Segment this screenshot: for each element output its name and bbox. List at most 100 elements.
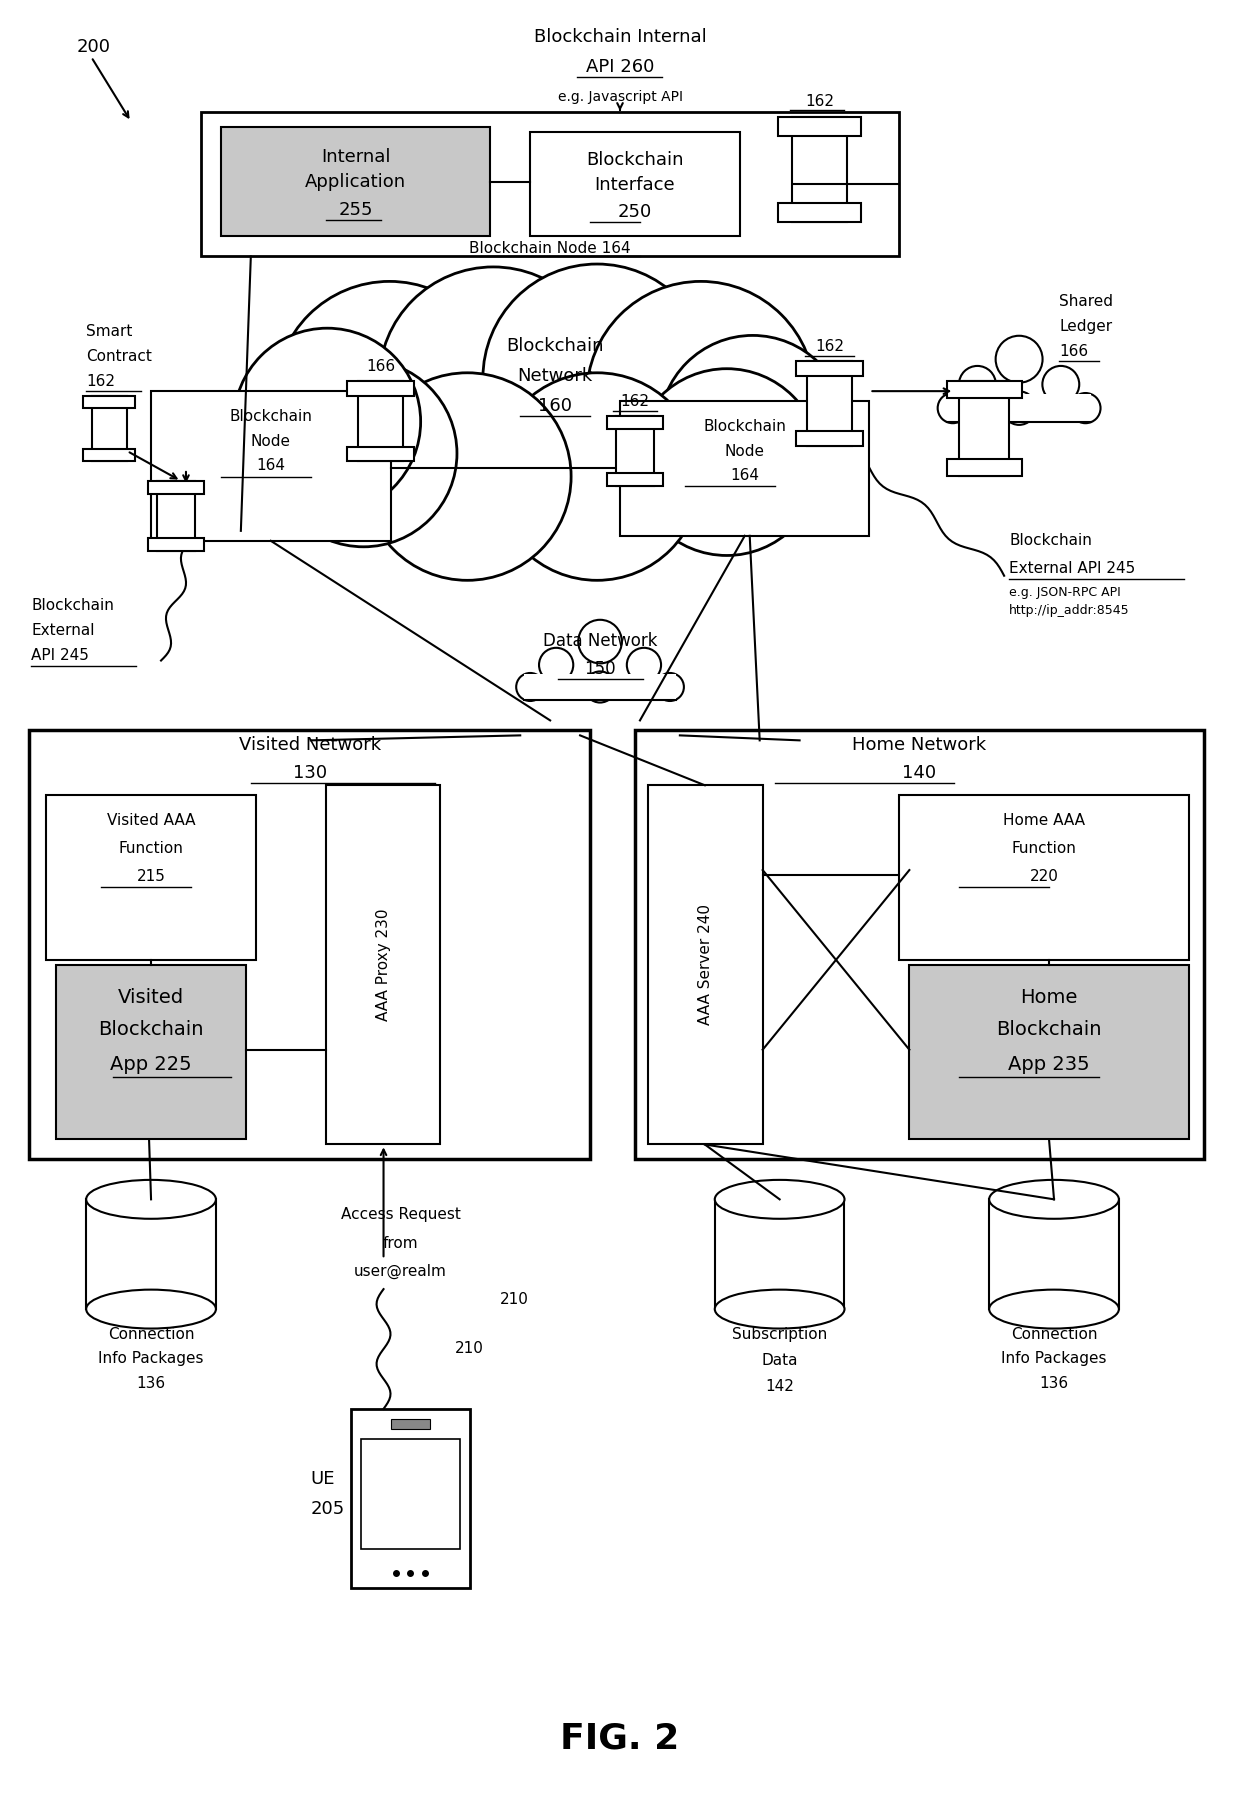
Bar xyxy=(909,965,1189,1140)
Ellipse shape xyxy=(87,1180,216,1220)
Bar xyxy=(326,785,440,1144)
Bar xyxy=(201,112,899,256)
Text: 205: 205 xyxy=(311,1499,345,1517)
Text: 255: 255 xyxy=(339,200,373,218)
Text: Function: Function xyxy=(119,841,184,855)
Text: from: from xyxy=(383,1236,418,1250)
Circle shape xyxy=(634,368,820,556)
Bar xyxy=(151,391,391,541)
Text: UE: UE xyxy=(311,1470,335,1488)
Bar xyxy=(157,482,195,550)
Bar xyxy=(796,361,863,377)
Circle shape xyxy=(234,328,420,514)
Text: Node: Node xyxy=(250,433,291,449)
Text: Network: Network xyxy=(517,368,593,386)
Bar xyxy=(947,458,1022,476)
Text: Blockchain: Blockchain xyxy=(1009,534,1092,548)
Ellipse shape xyxy=(87,1290,216,1328)
Bar xyxy=(960,381,1009,476)
Bar xyxy=(779,117,861,135)
Circle shape xyxy=(516,673,544,702)
Text: Internal: Internal xyxy=(321,148,391,166)
Bar xyxy=(87,1200,216,1310)
Text: Blockchain: Blockchain xyxy=(229,408,312,424)
Text: Blockchain: Blockchain xyxy=(996,1021,1102,1039)
Text: 164: 164 xyxy=(257,458,285,473)
Text: Application: Application xyxy=(305,173,407,191)
Bar xyxy=(30,731,590,1160)
Text: FIG. 2: FIG. 2 xyxy=(560,1721,680,1755)
Bar xyxy=(87,1178,216,1194)
Circle shape xyxy=(1002,391,1035,426)
Circle shape xyxy=(656,673,684,702)
Text: 166: 166 xyxy=(1059,345,1089,359)
Text: 162: 162 xyxy=(805,94,835,110)
Ellipse shape xyxy=(990,1290,1118,1328)
Text: Blockchain Node 164: Blockchain Node 164 xyxy=(470,242,631,256)
Text: Visited AAA: Visited AAA xyxy=(107,812,196,828)
Text: Blockchain: Blockchain xyxy=(587,152,683,168)
Bar xyxy=(148,482,205,494)
Bar xyxy=(616,417,653,485)
Text: Home Network: Home Network xyxy=(852,736,986,754)
Ellipse shape xyxy=(714,1290,844,1328)
Text: e.g. JSON-RPC API: e.g. JSON-RPC API xyxy=(1009,586,1121,599)
Bar xyxy=(714,1178,844,1194)
Circle shape xyxy=(539,648,573,682)
Text: Subscription: Subscription xyxy=(732,1326,827,1342)
Bar xyxy=(525,675,676,700)
Text: 160: 160 xyxy=(538,397,572,415)
Text: Connection: Connection xyxy=(1011,1326,1097,1342)
Text: External API 245: External API 245 xyxy=(1009,561,1136,575)
Bar xyxy=(714,1200,844,1310)
Text: External: External xyxy=(31,622,94,639)
Circle shape xyxy=(996,336,1043,382)
Text: Blockchain Internal: Blockchain Internal xyxy=(533,27,707,45)
Text: 166: 166 xyxy=(366,359,396,373)
Ellipse shape xyxy=(714,1180,844,1220)
Bar xyxy=(947,381,1022,399)
Text: 220: 220 xyxy=(1029,868,1059,884)
Text: Contract: Contract xyxy=(87,348,153,364)
Circle shape xyxy=(587,281,815,511)
Text: API 245: API 245 xyxy=(31,648,89,664)
Bar xyxy=(83,397,135,408)
Text: Home AAA: Home AAA xyxy=(1003,812,1085,828)
Text: API 260: API 260 xyxy=(585,58,655,76)
Circle shape xyxy=(937,393,968,424)
Circle shape xyxy=(627,648,661,682)
Text: Info Packages: Info Packages xyxy=(98,1351,203,1366)
Text: Visited Network: Visited Network xyxy=(238,736,381,754)
Text: 150: 150 xyxy=(584,660,616,678)
Bar xyxy=(990,1200,1118,1310)
Text: AAA Server 240: AAA Server 240 xyxy=(698,904,713,1025)
Bar xyxy=(807,361,852,446)
Ellipse shape xyxy=(990,1180,1118,1220)
Bar xyxy=(56,965,246,1140)
Text: 210: 210 xyxy=(500,1292,529,1306)
Text: Interface: Interface xyxy=(595,175,676,193)
Text: Blockchain: Blockchain xyxy=(31,599,114,613)
Text: Blockchain: Blockchain xyxy=(98,1021,203,1039)
Bar xyxy=(606,417,663,429)
Bar xyxy=(46,796,255,960)
Text: e.g. Javascript API: e.g. Javascript API xyxy=(558,90,682,105)
Text: Data: Data xyxy=(761,1353,797,1369)
Bar xyxy=(531,132,740,236)
Text: App 235: App 235 xyxy=(1008,1055,1090,1073)
Bar xyxy=(351,1409,470,1589)
Text: Node: Node xyxy=(724,444,765,458)
Text: Connection: Connection xyxy=(108,1326,195,1342)
Text: 162: 162 xyxy=(815,339,844,354)
Circle shape xyxy=(584,671,615,702)
Bar xyxy=(779,202,861,222)
Bar xyxy=(899,796,1189,960)
Bar xyxy=(148,538,205,550)
Bar xyxy=(391,1418,430,1429)
Circle shape xyxy=(363,373,572,581)
Text: 136: 136 xyxy=(1039,1376,1069,1391)
Circle shape xyxy=(379,267,608,496)
Text: Data Network: Data Network xyxy=(543,631,657,649)
Text: 210: 210 xyxy=(455,1342,485,1357)
Circle shape xyxy=(275,281,503,511)
